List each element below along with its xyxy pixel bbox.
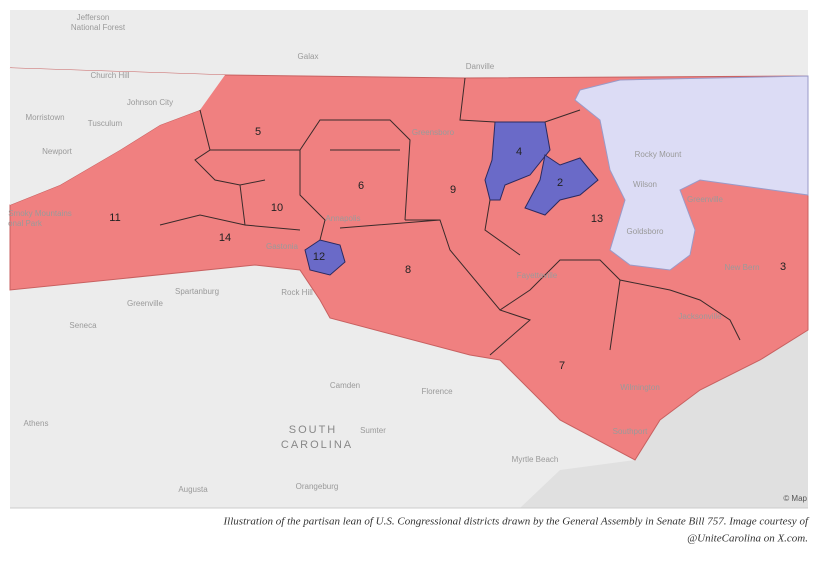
- place-label: Greensboro: [412, 128, 455, 137]
- place-label: Camden: [330, 381, 360, 390]
- place-label: Smoky Mountains: [8, 209, 72, 218]
- district-blue: [524, 154, 599, 216]
- district-label: 11: [109, 212, 120, 224]
- district-label: 12: [313, 251, 325, 263]
- district-borders: [159, 77, 741, 356]
- place-label: CAROLINA: [281, 439, 353, 451]
- district-label: 8: [405, 264, 411, 276]
- place-label: Rocky Mount: [635, 150, 682, 159]
- place-label: Athens: [24, 419, 49, 428]
- place-label: Seneca: [69, 321, 97, 330]
- place-label: Jefferson: [77, 13, 110, 22]
- district-label: 5: [255, 126, 261, 138]
- place-label: Wilmington: [620, 383, 660, 392]
- place-label: Rock Hill: [281, 288, 313, 297]
- district-label: 10: [271, 202, 283, 214]
- caption: Illustration of the partisan lean of U.S…: [223, 516, 810, 528]
- place-label: Goldsboro: [627, 227, 664, 236]
- district-label: 6: [358, 180, 364, 192]
- place-label: Wilson: [633, 180, 657, 189]
- place-label: National Forest: [71, 23, 126, 32]
- district-label: 14: [219, 232, 231, 244]
- caption: @UniteCarolina on X.com.: [687, 533, 808, 545]
- place-label: Newport: [42, 147, 73, 156]
- place-label: Morristown: [25, 113, 64, 122]
- attribution: © Map: [783, 494, 807, 503]
- place-label: Jacksonville: [678, 312, 722, 321]
- district-label: 13: [591, 213, 603, 225]
- district-label: 7: [559, 360, 565, 372]
- place-label: onal Park: [8, 219, 43, 228]
- district-label: 4: [516, 146, 522, 158]
- place-label: SOUTH: [289, 424, 338, 436]
- place-label: Spartanburg: [175, 287, 219, 296]
- place-label: Fayetteville: [517, 271, 558, 280]
- tennessee: [10, 68, 225, 205]
- place-label: Tusculum: [88, 119, 123, 128]
- district-lavender: [574, 75, 809, 271]
- place-label: New Bern: [724, 263, 759, 272]
- place-label: Southport: [613, 427, 648, 436]
- place-label: Florence: [421, 387, 453, 396]
- place-label: Church Hill: [90, 71, 129, 80]
- place-label: Augusta: [178, 485, 208, 494]
- district-blue: [484, 121, 551, 201]
- place-label: Danville: [466, 62, 495, 71]
- place-label: Johnson City: [127, 98, 173, 107]
- place-label: Gastonia: [266, 242, 299, 251]
- district-label: 3: [780, 261, 786, 273]
- place-label: Myrtle Beach: [512, 455, 559, 464]
- district-label: 9: [450, 184, 456, 196]
- place-label: Orangeburg: [296, 482, 339, 491]
- place-label: Greenville: [687, 195, 724, 204]
- place-label: Galax: [298, 52, 319, 61]
- place-label: Annapolis: [325, 214, 360, 223]
- place-label: Greenville: [127, 299, 164, 308]
- district-label: 2: [557, 177, 563, 189]
- place-label: Sumter: [360, 426, 386, 435]
- ocean: [520, 330, 808, 508]
